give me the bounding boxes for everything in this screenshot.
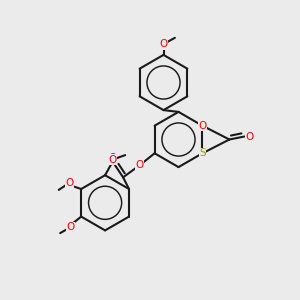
Text: O: O [246, 131, 254, 142]
Text: O: O [67, 222, 75, 232]
Text: O: O [109, 154, 117, 165]
Text: O: O [198, 121, 206, 131]
Text: O: O [159, 39, 168, 49]
Text: O: O [136, 160, 144, 170]
Text: S: S [199, 148, 206, 158]
Text: O: O [65, 178, 73, 188]
Text: O: O [109, 153, 117, 164]
